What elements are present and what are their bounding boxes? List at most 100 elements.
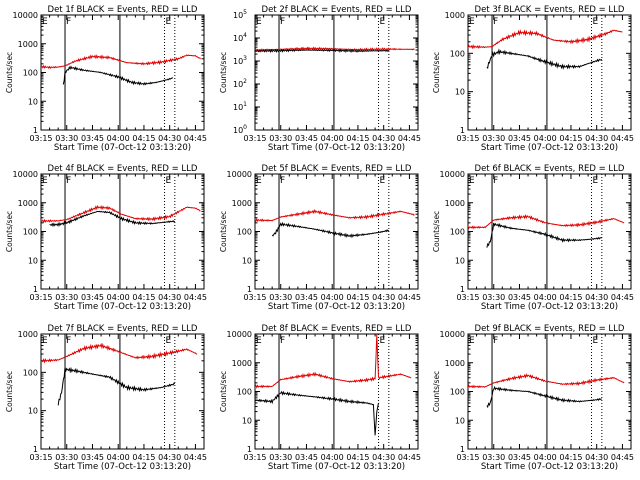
x-tick-label: 03:30 — [482, 134, 505, 143]
event-letter: E — [256, 17, 262, 27]
x-tick-label: 03:45 — [508, 134, 531, 143]
events-series-line — [57, 366, 176, 406]
y-tick-label: 1000 — [18, 199, 38, 208]
x-tick-label: 03:15 — [243, 453, 266, 462]
lld-series-line — [41, 342, 198, 364]
x-tick-label: 04:15 — [346, 134, 369, 143]
event-letter: F — [493, 176, 498, 186]
event-letter: E — [42, 17, 48, 27]
lld-series-line — [468, 214, 625, 230]
panel-7: Det 7f BLACK = Events, RED = LLD 1 10 100 10… — [5, 324, 207, 472]
x-tick-label: 04:45 — [611, 453, 634, 462]
panel-3: Det 3f BLACK = Events, RED = LLD 1 10 100 10… — [432, 5, 634, 153]
event-letter: E — [469, 17, 475, 27]
event-letter: E — [42, 176, 48, 186]
plot-frame — [40, 333, 205, 450]
events-series-line — [255, 48, 390, 54]
y-tick-label: 10 — [28, 407, 38, 416]
y-tick-label: 100 — [450, 228, 465, 237]
x-tick-label: 04:30 — [158, 293, 181, 302]
y-tick-label: 100 — [233, 124, 247, 135]
event-letter: E — [380, 176, 386, 186]
x-tick-label: 04:00 — [321, 134, 344, 143]
events-series-line — [486, 222, 602, 248]
event-letter: F — [66, 336, 71, 346]
y-tick-label: 1000 — [232, 199, 252, 208]
x-tick-label: 04:15 — [132, 134, 155, 143]
lld-series-line — [468, 373, 625, 389]
x-axis-label: Start Time (07-Oct-12 03:13:20) — [54, 143, 191, 153]
events-series-line — [486, 385, 602, 409]
x-tick-label: 04:00 — [321, 453, 344, 462]
y-tick-label: 100 — [23, 69, 38, 78]
x-tick-label: 04:45 — [611, 293, 634, 302]
x-tick-label: 03:15 — [456, 453, 479, 462]
y-tick-label: 100 — [450, 388, 465, 397]
y-tick-label: 1 — [460, 285, 465, 294]
y-tick-label: 10000 — [227, 170, 252, 179]
y-tick-label: 105 — [233, 9, 247, 20]
x-axis-label: Start Time (07-Oct-12 03:13:20) — [54, 302, 191, 312]
y-tick-label: 10 — [28, 97, 38, 106]
x-tick-label: 04:00 — [321, 293, 344, 302]
x-tick-label: 03:45 — [81, 453, 104, 462]
y-tick-label: 10000 — [440, 330, 465, 339]
event-letter: E — [469, 336, 475, 346]
y-tick-label: 1000 — [18, 330, 38, 339]
x-tick-label: 03:30 — [269, 293, 292, 302]
x-tick-label: 03:15 — [29, 293, 52, 302]
event-letter: F — [66, 176, 71, 186]
x-tick-label: 03:45 — [295, 453, 318, 462]
y-tick-label: 1000 — [445, 199, 465, 208]
plot-frame — [254, 14, 419, 131]
y-tick-label: 10 — [455, 88, 465, 97]
x-tick-label: 04:30 — [158, 134, 181, 143]
y-tick-label: 1 — [33, 285, 38, 294]
x-axis-label: Start Time (07-Oct-12 03:13:20) — [481, 143, 618, 153]
x-tick-label: 03:30 — [269, 134, 292, 143]
event-letter: E — [593, 336, 599, 346]
event-letter: E — [593, 176, 599, 186]
x-tick-label: 03:45 — [81, 293, 104, 302]
y-tick-label: 100 — [237, 228, 252, 237]
x-tick-label: 03:30 — [55, 453, 78, 462]
x-tick-label: 03:15 — [243, 134, 266, 143]
event-letter: F — [280, 336, 285, 346]
panel-title: Det 8f BLACK = Events, RED = LLD — [262, 324, 412, 334]
event-letter: E — [256, 336, 262, 346]
panel-9: Det 9f BLACK = Events, RED = LLD 1 10 100 10… — [432, 324, 634, 472]
x-axis-label: Start Time (07-Oct-12 03:13:20) — [268, 143, 405, 153]
event-letter: F — [280, 17, 285, 27]
event-letter: F — [66, 17, 71, 27]
y-axis-label: Counts/sec — [432, 371, 441, 412]
y-axis-label: Counts/sec — [219, 211, 228, 252]
y-tick-label: 100 — [450, 49, 465, 58]
y-tick-label: 100 — [237, 388, 252, 397]
y-tick-label: 1000 — [18, 40, 38, 49]
x-tick-label: 03:15 — [456, 134, 479, 143]
event-letter: E — [166, 336, 172, 346]
x-tick-label: 03:15 — [243, 293, 266, 302]
x-tick-label: 04:30 — [372, 293, 395, 302]
events-series-line — [271, 221, 390, 239]
panel-5: Det 5f BLACK = Events, RED = LLD 1 10 100 10… — [219, 164, 421, 312]
y-axis-label: Counts/sec — [432, 52, 441, 93]
x-tick-label: 03:30 — [55, 134, 78, 143]
y-tick-label: 1000 — [232, 359, 252, 368]
y-tick-label: 10000 — [13, 11, 38, 20]
x-tick-label: 04:30 — [585, 134, 608, 143]
y-tick-label: 10 — [28, 256, 38, 265]
y-axis-label: Counts/sec — [5, 211, 14, 252]
panel-6: Det 6f BLACK = Events, RED = LLD 1 10 100 10… — [432, 164, 634, 312]
y-tick-label: 1000 — [445, 359, 465, 368]
y-tick-label: 10 — [242, 256, 252, 265]
event-letter: E — [380, 336, 386, 346]
event-letter: E — [166, 176, 172, 186]
lld-series-line — [255, 208, 415, 223]
event-letter: E — [256, 176, 262, 186]
x-tick-label: 04:45 — [398, 134, 421, 143]
x-tick-label: 04:15 — [346, 453, 369, 462]
x-tick-label: 04:15 — [132, 453, 155, 462]
panel-1: Det 1f BLACK = Events, RED = LLD 1 10 100 10… — [5, 5, 207, 153]
x-tick-label: 03:15 — [29, 134, 52, 143]
